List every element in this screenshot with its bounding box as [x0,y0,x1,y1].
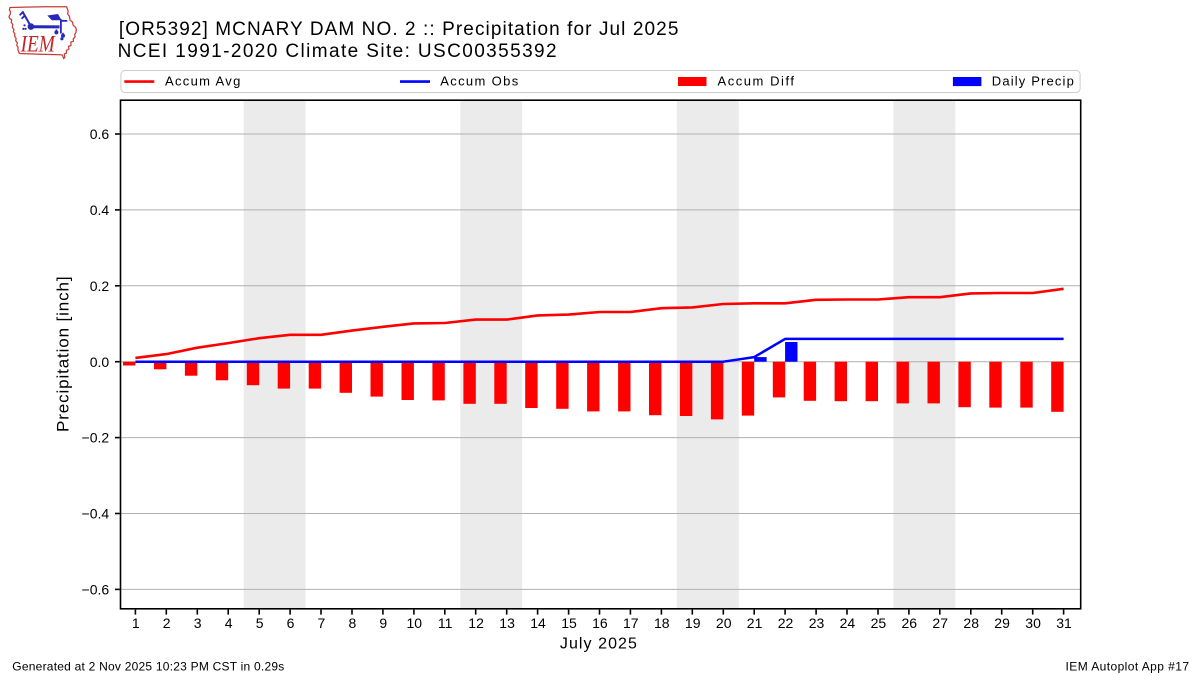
svg-text:0.2: 0.2 [90,278,110,294]
svg-text:15: 15 [561,615,577,631]
svg-text:Accum Avg: Accum Avg [165,73,240,88]
svg-text:16: 16 [592,615,608,631]
svg-text:20: 20 [716,615,732,631]
svg-text:19: 19 [685,615,701,631]
svg-text:2: 2 [163,615,171,631]
svg-text:18: 18 [654,615,670,631]
svg-text:0.4: 0.4 [90,202,110,218]
svg-text:−0.6: −0.6 [82,582,110,598]
svg-text:30: 30 [1025,615,1041,631]
svg-text:22: 22 [778,615,794,631]
svg-text:−0.4: −0.4 [82,506,110,522]
svg-text:13: 13 [499,615,515,631]
svg-text:14: 14 [530,615,546,631]
svg-text:31: 31 [1056,615,1072,631]
svg-text:Generated at 2 Nov 2025 10:23: Generated at 2 Nov 2025 10:23 PM CST in … [12,660,284,674]
svg-text:10: 10 [407,615,423,631]
svg-text:29: 29 [994,615,1010,631]
svg-text:July 2025: July 2025 [560,636,637,653]
svg-text:17: 17 [623,615,639,631]
svg-text:3: 3 [194,615,202,631]
svg-text:1: 1 [132,615,140,631]
svg-text:23: 23 [809,615,825,631]
svg-text:21: 21 [747,615,763,631]
svg-text:IEM Autoplot App #17: IEM Autoplot App #17 [1066,660,1190,674]
svg-text:27: 27 [932,615,948,631]
svg-text:5: 5 [256,615,264,631]
svg-text:28: 28 [963,615,979,631]
svg-text:11: 11 [438,615,453,631]
svg-text:Precipitation [inch]: Precipitation [inch] [53,276,72,432]
svg-text:25: 25 [871,615,887,631]
svg-text:Accum Obs: Accum Obs [440,73,519,88]
svg-text:4: 4 [225,615,233,631]
svg-text:[OR5392] MCNARY DAM NO. 2 :: P: [OR5392] MCNARY DAM NO. 2 :: Precipitati… [119,19,679,40]
svg-text:7: 7 [318,615,326,631]
svg-text:NCEI 1991-2020 Climate Site: U: NCEI 1991-2020 Climate Site: USC00355392 [118,41,557,62]
svg-text:Daily Precip: Daily Precip [992,73,1074,88]
svg-text:12: 12 [468,615,484,631]
svg-text:9: 9 [379,615,387,631]
svg-text:24: 24 [840,615,856,631]
svg-text:−0.2: −0.2 [82,430,110,446]
svg-text:Accum Diff: Accum Diff [718,73,795,88]
svg-text:0.0: 0.0 [90,354,110,370]
svg-text:IEM: IEM [20,31,56,57]
svg-text:26: 26 [902,615,918,631]
svg-text:0.6: 0.6 [90,126,110,142]
svg-text:6: 6 [287,615,295,631]
svg-text:8: 8 [349,615,357,631]
